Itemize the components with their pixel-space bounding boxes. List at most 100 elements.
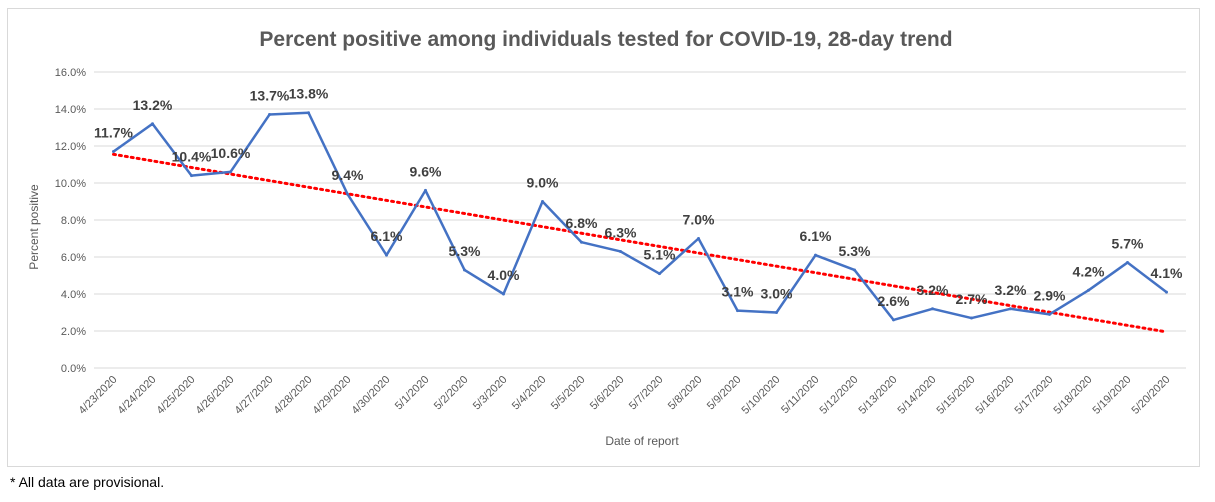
trendline-layer [112, 152, 1168, 334]
data-point [346, 192, 349, 196]
data-point [541, 200, 544, 203]
series-layer [112, 111, 1168, 322]
line-chart: Percent positive among individuals teste… [27, 28, 1186, 448]
y-tick-label: 4.0% [61, 289, 86, 301]
y-tick-label: 0.0% [61, 363, 86, 375]
data-label: 4.2% [1073, 263, 1105, 279]
y-axis-ticks: 0.0% 2.0% 4.0% 6.0% 8.0% 10.0% 12.0% 14.0% 16.0% [55, 67, 86, 375]
x-tick-label: 5/14/2020 [896, 374, 939, 417]
data-point [970, 316, 973, 320]
data-point [736, 309, 739, 313]
footnote: * All data are provisional. [10, 474, 165, 490]
data-label: 13.8% [289, 86, 329, 102]
data-label: 3.2% [917, 282, 949, 298]
data-label: 13.2% [133, 97, 173, 113]
x-tick-label: 5/9/2020 [705, 374, 744, 413]
data-point [1087, 288, 1090, 292]
y-tick-label: 2.0% [61, 326, 86, 338]
data-label: 5.3% [449, 243, 481, 259]
data-point [580, 240, 583, 244]
data-label: 9.0% [527, 175, 559, 191]
data-point [697, 237, 700, 240]
data-label: 6.1% [371, 228, 403, 244]
x-axis-title: Date of report [605, 434, 679, 448]
x-tick-label: 5/15/2020 [935, 374, 978, 417]
data-label: 9.6% [410, 163, 442, 179]
data-labels: 11.7%13.2% 10.4% 10.6% 13.7% 13.8% 9.4% 6.1% 9.… [94, 86, 1183, 309]
data-label: 6.3% [605, 224, 637, 240]
x-tick-label: 5/18/2020 [1052, 374, 1095, 417]
x-tick-label: 5/13/2020 [857, 374, 900, 417]
data-label: 5.3% [839, 243, 871, 259]
data-point [112, 150, 115, 154]
data-label: 5.1% [644, 247, 676, 263]
data-point [775, 311, 778, 314]
x-tick-label: 5/5/2020 [549, 374, 588, 413]
x-tick-label: 4/30/2020 [350, 374, 393, 417]
series-line [112, 111, 1168, 322]
x-tick-label: 5/2/2020 [432, 374, 471, 413]
x-tick-label: 5/6/2020 [588, 374, 627, 413]
data-point [502, 292, 505, 296]
data-point [229, 170, 232, 174]
data-label: 3.1% [722, 284, 754, 300]
data-point [1165, 290, 1168, 294]
x-tick-label: 5/1/2020 [393, 374, 432, 413]
gridlines [94, 71, 1186, 369]
data-point [1009, 307, 1012, 311]
data-label: 13.7% [250, 88, 290, 104]
x-tick-label: 5/12/2020 [818, 374, 861, 417]
x-tick-label: 4/28/2020 [272, 374, 315, 417]
data-label: 2.6% [878, 293, 910, 309]
x-tick-label: 5/3/2020 [471, 374, 510, 413]
data-point [658, 272, 661, 276]
data-label: 4.0% [488, 267, 520, 283]
data-point [853, 268, 856, 272]
data-point [463, 268, 466, 272]
data-label: 6.1% [800, 228, 832, 244]
data-label: 11.7% [94, 125, 133, 141]
data-point [424, 188, 427, 192]
chart-title: Percent positive among individuals teste… [259, 28, 952, 51]
y-tick-label: 12.0% [55, 141, 86, 153]
trendline [112, 152, 1168, 334]
y-tick-label: 8.0% [61, 215, 86, 227]
x-tick-label: 5/17/2020 [1013, 374, 1056, 417]
x-tick-label: 4/26/2020 [194, 374, 237, 417]
y-tick-label: 6.0% [61, 252, 86, 264]
x-tick-label: 5/16/2020 [974, 374, 1017, 417]
data-label: 3.2% [995, 282, 1027, 298]
data-point [307, 111, 310, 115]
data-label: 3.0% [761, 286, 793, 302]
data-label: 6.8% [566, 215, 598, 231]
x-tick-label: 4/24/2020 [116, 374, 159, 417]
data-point [1126, 261, 1129, 265]
data-label: 4.1% [1151, 265, 1183, 281]
x-tick-label: 5/19/2020 [1091, 374, 1134, 417]
x-tick-label: 4/27/2020 [233, 374, 276, 417]
data-label: 10.4% [172, 149, 212, 165]
y-axis-title: Percent positive [27, 184, 41, 270]
data-point [190, 174, 193, 178]
data-point [1048, 312, 1051, 316]
data-label: 5.7% [1112, 236, 1144, 252]
data-point [385, 253, 388, 257]
x-axis-ticks: 4/23/20204/24/20204/25/20204/26/20204/27… [77, 374, 1173, 417]
data-point [151, 122, 154, 126]
data-point [814, 253, 817, 257]
x-tick-label: 5/11/2020 [779, 374, 822, 417]
x-tick-label: 5/8/2020 [666, 374, 705, 413]
y-tick-label: 14.0% [55, 104, 86, 116]
x-tick-label: 5/7/2020 [627, 374, 666, 413]
x-tick-label: 5/4/2020 [510, 374, 549, 413]
y-tick-label: 10.0% [55, 178, 86, 190]
x-tick-label: 5/20/2020 [1130, 374, 1173, 417]
y-tick-label: 16.0% [55, 67, 86, 79]
data-point [619, 249, 622, 253]
data-label: 10.6% [211, 145, 251, 161]
x-tick-label: 5/10/2020 [740, 374, 783, 417]
x-tick-label: 4/23/2020 [77, 374, 120, 417]
x-tick-label: 4/29/2020 [311, 374, 354, 417]
data-label: 2.7% [956, 291, 988, 307]
data-point [931, 307, 934, 311]
